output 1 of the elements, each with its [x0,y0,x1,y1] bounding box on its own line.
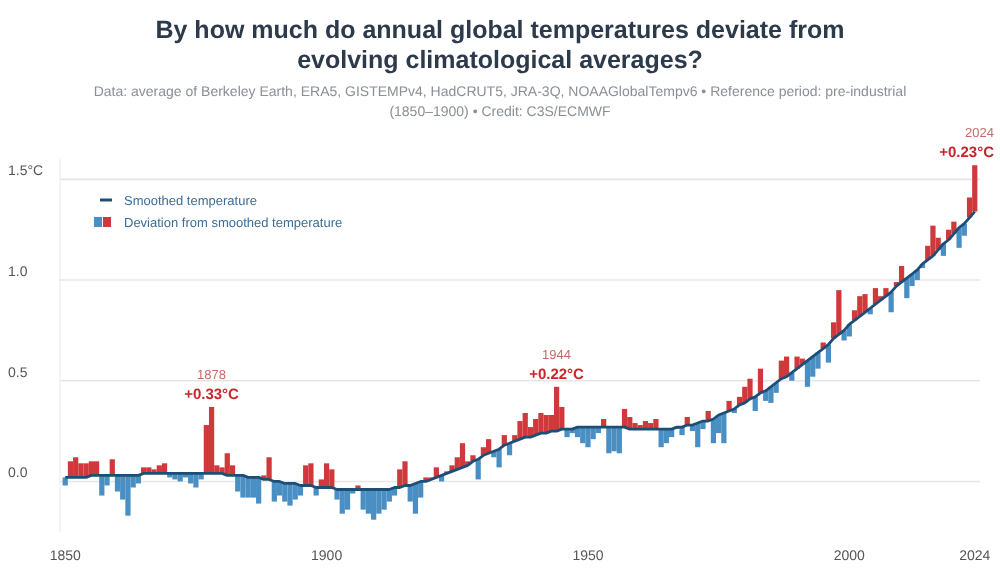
chart-title: By how much do annual global temperatures deviate from evolving climatological averages? [155,16,845,74]
